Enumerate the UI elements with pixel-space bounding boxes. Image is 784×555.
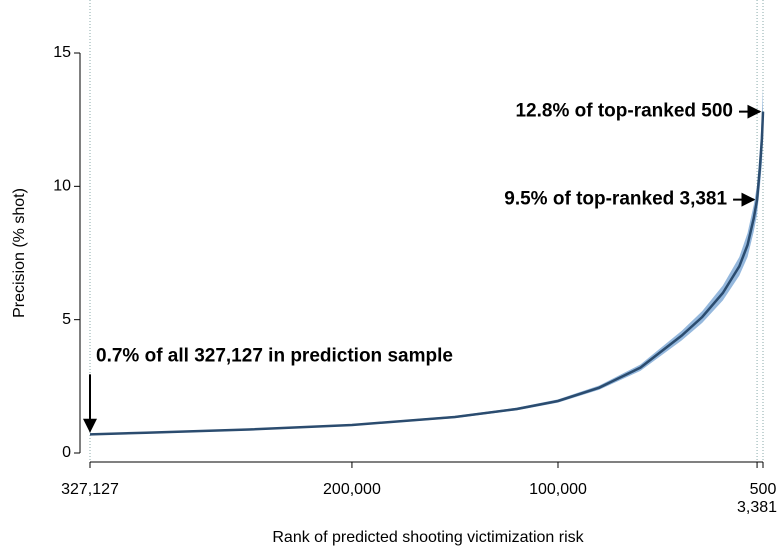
x-tick-label: 200,000 — [323, 481, 381, 498]
x-tick-label: 500 — [750, 481, 777, 498]
annotation: 12.8% of top-ranked 500 — [515, 101, 733, 122]
x-tick-label: 3,381 — [737, 499, 777, 516]
y-tick-label: 10 — [53, 178, 71, 195]
x-tick-label: 100,000 — [529, 481, 587, 498]
line — [89, 111, 765, 436]
annotation: 0.7% of all 327,127 in prediction sample — [96, 345, 453, 366]
y-tick-label: 5 — [62, 311, 71, 328]
confidence-band — [90, 87, 763, 435]
x-tick-label: 327,127 — [61, 481, 119, 498]
x-axis-label: Rank of predicted shooting victimization… — [272, 529, 584, 546]
annotation: 9.5% of top-ranked 3,381 — [504, 189, 727, 210]
y-tick-label: 15 — [53, 44, 71, 61]
y-axis-label: Precision (% shot) — [11, 188, 28, 318]
y-tick-label: 0 — [62, 444, 71, 461]
